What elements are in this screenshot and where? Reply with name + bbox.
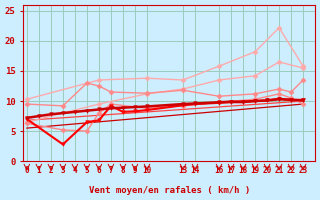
X-axis label: Vent moyen/en rafales ( km/h ): Vent moyen/en rafales ( km/h ): [89, 186, 250, 195]
